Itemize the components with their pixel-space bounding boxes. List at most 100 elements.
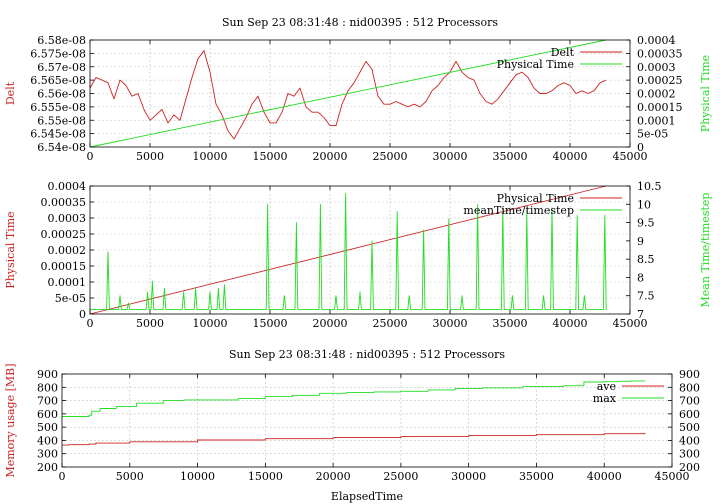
x-tick-label: 20000 bbox=[313, 150, 348, 163]
x-tick-label: 40000 bbox=[587, 470, 622, 483]
x-tick-label: 35000 bbox=[493, 317, 528, 330]
y2-tick-label: 0.0001 bbox=[637, 114, 676, 127]
series-line-max bbox=[62, 380, 646, 417]
chart-title: Sun Sep 23 08:31:48 : nid00395 : 512 Pro… bbox=[229, 348, 505, 361]
legend-label: ave bbox=[597, 380, 616, 393]
plot-frame bbox=[89, 185, 631, 315]
y2-tick-label: 0.00015 bbox=[637, 101, 683, 114]
y-tick-label: 6.55e-08 bbox=[37, 114, 86, 127]
y-tick-label: 6.565e-08 bbox=[30, 74, 86, 87]
y2-tick-label: 0.00025 bbox=[637, 74, 683, 87]
legend-label: Physical Time bbox=[497, 192, 574, 205]
x-tick-label: 30000 bbox=[451, 470, 486, 483]
y-tick-label: 0.0003 bbox=[48, 212, 87, 225]
y2-tick-label: 9 bbox=[637, 235, 644, 248]
y-tick-label: 900 bbox=[37, 368, 58, 381]
y-tick-label: 0.00035 bbox=[41, 196, 87, 209]
x-tick-label: 10000 bbox=[193, 317, 228, 330]
y-tick-label: 0.00015 bbox=[41, 260, 87, 273]
y-axis-label: Memory usage [MB] bbox=[4, 363, 17, 477]
y2-tick-label: 7 bbox=[637, 308, 644, 321]
y-tick-label: 0.0002 bbox=[48, 244, 87, 257]
y-tick-label: 6.58e-08 bbox=[37, 34, 86, 47]
legend-label: Delt bbox=[551, 46, 575, 59]
y-tick-label: 600 bbox=[37, 408, 58, 421]
x-tick-label: 20000 bbox=[316, 470, 351, 483]
y2-tick-label: 0.0003 bbox=[637, 61, 676, 74]
y-tick-label: 6.54e-08 bbox=[37, 141, 86, 154]
y2-tick-label: 200 bbox=[679, 461, 700, 474]
y-tick-label: 6.57e-08 bbox=[37, 61, 86, 74]
series-line-ave bbox=[62, 432, 646, 446]
y-tick-label: 6.555e-08 bbox=[30, 101, 86, 114]
x-tick-label: 0 bbox=[87, 150, 94, 163]
x-tick-label: 10000 bbox=[193, 150, 228, 163]
chart-3: Sun Sep 23 08:31:48 : nid00395 : 512 Pro… bbox=[4, 348, 700, 503]
plot-frame bbox=[89, 39, 631, 148]
y2-tick-label: 800 bbox=[679, 381, 700, 394]
y-tick-label: 5e-05 bbox=[55, 292, 86, 305]
y2-tick-label: 500 bbox=[679, 421, 700, 434]
x-tick-label: 5000 bbox=[136, 150, 164, 163]
x-tick-label: 5000 bbox=[116, 470, 144, 483]
x-tick-label: 10000 bbox=[180, 470, 215, 483]
x-tick-label: 15000 bbox=[248, 470, 283, 483]
y2-tick-label: 700 bbox=[679, 395, 700, 408]
y2-tick-label: 9.5 bbox=[637, 217, 655, 230]
x-axis-label: ElapsedTime bbox=[331, 490, 403, 503]
chart-1: Sun Sep 23 08:31:48 : nid00395 : 512 Pro… bbox=[4, 16, 712, 163]
chart-title: Sun Sep 23 08:31:48 : nid00395 : 512 Pro… bbox=[222, 16, 498, 29]
y2-tick-label: 600 bbox=[679, 408, 700, 421]
y-tick-label: 6.575e-08 bbox=[30, 47, 86, 60]
x-tick-label: 40000 bbox=[553, 317, 588, 330]
y2-tick-label: 400 bbox=[679, 434, 700, 447]
y-tick-label: 400 bbox=[37, 434, 58, 447]
y-tick-label: 300 bbox=[37, 448, 58, 461]
plot-frame bbox=[61, 373, 673, 468]
x-tick-label: 25000 bbox=[383, 470, 418, 483]
x-tick-label: 35000 bbox=[519, 470, 554, 483]
series-line-delt bbox=[89, 50, 607, 140]
y-axis-label: Delt bbox=[4, 81, 17, 105]
y-tick-label: 6.56e-08 bbox=[37, 88, 86, 101]
x-tick-label: 35000 bbox=[493, 150, 528, 163]
y-tick-label: 0.0001 bbox=[48, 276, 87, 289]
y2-tick-label: 0.00035 bbox=[637, 47, 683, 60]
x-tick-label: 0 bbox=[59, 470, 66, 483]
y2-tick-label: 0.0002 bbox=[637, 88, 676, 101]
y-tick-label: 500 bbox=[37, 421, 58, 434]
x-tick-label: 25000 bbox=[373, 150, 408, 163]
y-axis-label: Physical Time bbox=[4, 211, 17, 288]
y2-tick-label: 300 bbox=[679, 448, 700, 461]
legend-label: Physical Time bbox=[497, 58, 574, 71]
x-tick-label: 45000 bbox=[613, 150, 648, 163]
y2-tick-label: 8 bbox=[637, 271, 644, 284]
y-tick-label: 0.0004 bbox=[48, 180, 87, 193]
x-tick-label: 30000 bbox=[433, 317, 468, 330]
y2-tick-label: 8.5 bbox=[637, 253, 655, 266]
x-tick-label: 5000 bbox=[136, 317, 164, 330]
x-tick-label: 25000 bbox=[373, 317, 408, 330]
x-tick-label: 40000 bbox=[553, 150, 588, 163]
y2-tick-label: 5e-05 bbox=[637, 128, 668, 141]
x-tick-label: 45000 bbox=[613, 317, 648, 330]
y-tick-label: 6.545e-08 bbox=[30, 128, 86, 141]
y2-tick-label: 900 bbox=[679, 368, 700, 381]
legend-label: max bbox=[593, 392, 617, 405]
legend-label: meanTime/timestep bbox=[463, 204, 574, 217]
x-tick-label: 30000 bbox=[433, 150, 468, 163]
x-tick-label: 45000 bbox=[655, 470, 690, 483]
x-tick-label: 0 bbox=[87, 317, 94, 330]
y2-axis-label: Physical Time bbox=[699, 55, 712, 132]
y2-tick-label: 10.5 bbox=[637, 180, 662, 193]
y2-tick-label: 0.0004 bbox=[637, 34, 676, 47]
series-line-physical-time bbox=[89, 39, 607, 148]
y2-tick-label: 10 bbox=[637, 198, 651, 211]
series-line-meantime-timestep bbox=[90, 192, 607, 311]
y-tick-label: 0.00025 bbox=[41, 228, 87, 241]
series-line-physical-time bbox=[89, 185, 607, 315]
x-tick-label: 15000 bbox=[253, 150, 288, 163]
